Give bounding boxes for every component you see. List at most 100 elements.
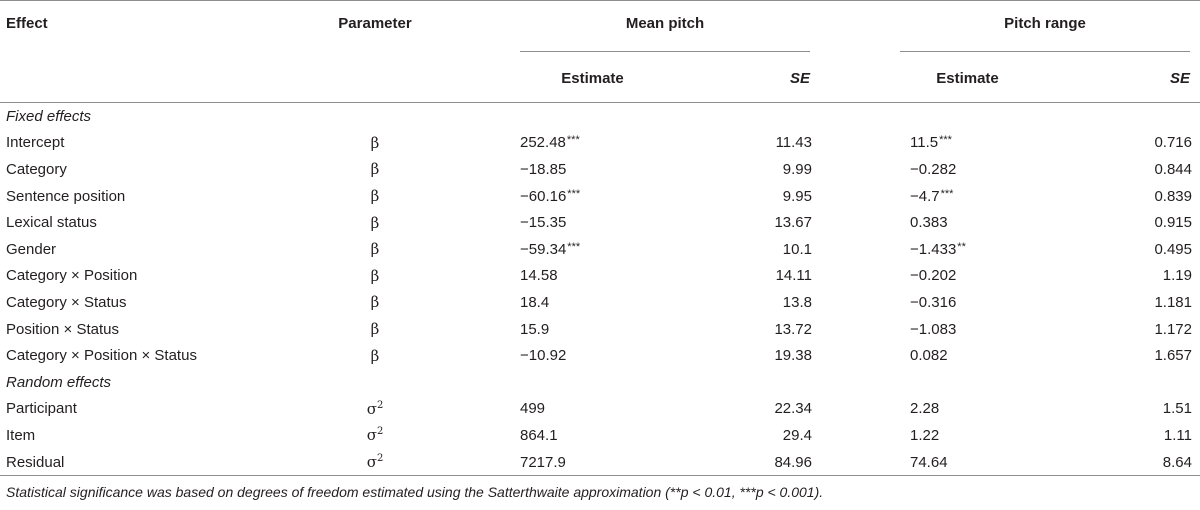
row-effect: Category xyxy=(6,160,67,178)
row-range-estimate: −1.083 xyxy=(910,320,957,338)
row-range-estimate: −0.282 xyxy=(910,160,957,178)
row-parameter: β xyxy=(370,187,380,206)
header-row-2: Estimate SE Estimate SE xyxy=(0,55,1200,103)
row-mean-se: 19.38 xyxy=(774,347,812,365)
table-row: Item σ2 864.1 29.4 1.22 1.11 xyxy=(0,422,1200,449)
section-label-random: Random effects xyxy=(6,373,112,391)
row-effect: Position × Status xyxy=(6,320,119,338)
header-mean-se: SE xyxy=(789,70,810,87)
row-effect: Residual xyxy=(6,453,65,471)
row-parameter: β xyxy=(370,213,380,232)
table-row: Category × Position β 14.58 14.11 −0.202… xyxy=(0,263,1200,290)
row-effect: Category × Position xyxy=(6,267,138,285)
row-effect: Item xyxy=(6,426,36,444)
row-parameter: β xyxy=(370,293,380,312)
row-mean-se: 14.11 xyxy=(775,267,812,285)
row-mean-estimate: 499 xyxy=(520,400,546,418)
row-range-estimate: 11.5*** xyxy=(910,134,952,152)
row-effect: Category × Position × Status xyxy=(6,347,197,365)
table-row: Gender β −59.34*** 10.1 −1.433** 0.495 xyxy=(0,236,1200,263)
row-range-se: 1.51 xyxy=(1162,400,1192,418)
table-row: Category × Status β 18.4 13.8 −0.316 1.1… xyxy=(0,289,1200,316)
table-row: Lexical status β −15.35 13.67 0.383 0.91… xyxy=(0,209,1200,236)
row-range-se: 0.839 xyxy=(1154,187,1192,205)
section-fixed-effects: Fixed effects xyxy=(0,103,1200,130)
row-range-estimate: 74.64 xyxy=(910,453,948,471)
row-mean-estimate: 252.48*** xyxy=(520,134,580,152)
row-range-estimate: −4.7*** xyxy=(910,187,954,205)
row-range-se: 0.716 xyxy=(1154,134,1192,152)
table-row: Participant σ2 499 22.34 2.28 1.51 xyxy=(0,396,1200,423)
header-range-se: SE xyxy=(1169,70,1190,87)
header-row-1: Effect Parameter Mean pitch Pitch range xyxy=(0,0,1200,56)
row-range-se: 1.172 xyxy=(1154,320,1192,338)
row-range-se: 1.11 xyxy=(1163,426,1192,444)
header-blank-1 xyxy=(0,55,300,103)
row-effect: Gender xyxy=(6,240,57,258)
row-mean-se: 84.96 xyxy=(774,453,812,471)
row-effect: Participant xyxy=(6,400,77,418)
row-mean-se: 13.67 xyxy=(774,214,812,232)
header-pitch-range: Pitch range xyxy=(900,15,1190,52)
row-effect: Sentence position xyxy=(6,187,126,205)
table-row: Position × Status β 15.9 13.72 −1.083 1.… xyxy=(0,316,1200,343)
row-mean-estimate: −18.85 xyxy=(520,160,567,178)
row-parameter: β xyxy=(370,240,380,259)
row-parameter: β xyxy=(370,266,380,285)
row-effect: Intercept xyxy=(6,134,65,152)
header-blank-2 xyxy=(300,55,450,103)
table-row: Sentence position β −60.16*** 9.95 −4.7*… xyxy=(0,183,1200,210)
row-mean-se: 13.72 xyxy=(774,320,812,338)
header-pitch-range-cell: Pitch range xyxy=(820,1,1200,56)
row-mean-estimate: 864.1 xyxy=(520,426,558,444)
row-range-estimate: −0.316 xyxy=(910,293,957,311)
row-range-estimate: 2.28 xyxy=(910,400,940,418)
row-mean-se: 22.34 xyxy=(774,400,812,418)
table-footnote: Statistical significance was based on de… xyxy=(6,484,824,501)
row-mean-se: 29.4 xyxy=(782,426,812,444)
row-effect: Category × Status xyxy=(6,293,127,311)
row-mean-estimate: 15.9 xyxy=(520,320,550,338)
row-range-estimate: 1.22 xyxy=(910,426,940,444)
header-mean-pitch: Mean pitch xyxy=(520,15,810,52)
row-mean-se: 9.95 xyxy=(782,187,812,205)
table-row: Intercept β 252.48*** 11.43 11.5*** 0.71… xyxy=(0,130,1200,157)
header-mean-pitch-cell: Mean pitch xyxy=(450,1,820,56)
row-parameter: β xyxy=(370,320,380,339)
row-parameter: σ2 xyxy=(366,453,384,472)
row-mean-estimate: 18.4 xyxy=(520,293,550,311)
row-mean-estimate: −15.35 xyxy=(520,214,567,232)
table-row: Residual σ2 7217.9 84.96 74.64 8.64 xyxy=(0,449,1200,476)
row-range-se: 8.64 xyxy=(1162,453,1192,471)
table-row: Category × Position × Status β −10.92 19… xyxy=(0,342,1200,369)
section-label-fixed: Fixed effects xyxy=(6,107,92,125)
header-range-estimate: Estimate xyxy=(936,70,999,87)
row-parameter: σ2 xyxy=(366,426,384,445)
row-mean-estimate: 14.58 xyxy=(520,267,558,285)
row-parameter: β xyxy=(370,346,380,365)
row-mean-se: 9.99 xyxy=(782,160,812,178)
row-parameter: β xyxy=(370,133,380,152)
row-effect: Lexical status xyxy=(6,214,97,232)
row-range-se: 0.495 xyxy=(1154,240,1192,258)
row-range-se: 1.657 xyxy=(1154,347,1192,365)
row-range-se: 0.915 xyxy=(1154,214,1192,232)
row-mean-se: 10.1 xyxy=(782,240,812,258)
row-range-se: 1.181 xyxy=(1154,293,1192,311)
row-range-se: 1.19 xyxy=(1162,267,1192,285)
row-mean-se: 11.43 xyxy=(775,134,812,152)
row-range-estimate: −0.202 xyxy=(910,267,957,285)
row-mean-estimate: −59.34*** xyxy=(520,240,581,258)
row-mean-estimate: 7217.9 xyxy=(520,453,566,471)
table-row: Category β −18.85 9.99 −0.282 0.844 xyxy=(0,156,1200,183)
row-parameter: σ2 xyxy=(366,399,384,418)
results-table: Effect Parameter Mean pitch Pitch range … xyxy=(0,0,1200,476)
row-mean-estimate: −60.16*** xyxy=(520,187,581,205)
section-random-effects: Random effects xyxy=(0,369,1200,396)
header-parameter: Parameter xyxy=(338,15,412,32)
row-range-estimate: 0.082 xyxy=(910,347,948,365)
row-parameter: β xyxy=(370,160,380,179)
header-effect: Effect xyxy=(6,15,48,32)
row-mean-se: 13.8 xyxy=(782,293,812,311)
